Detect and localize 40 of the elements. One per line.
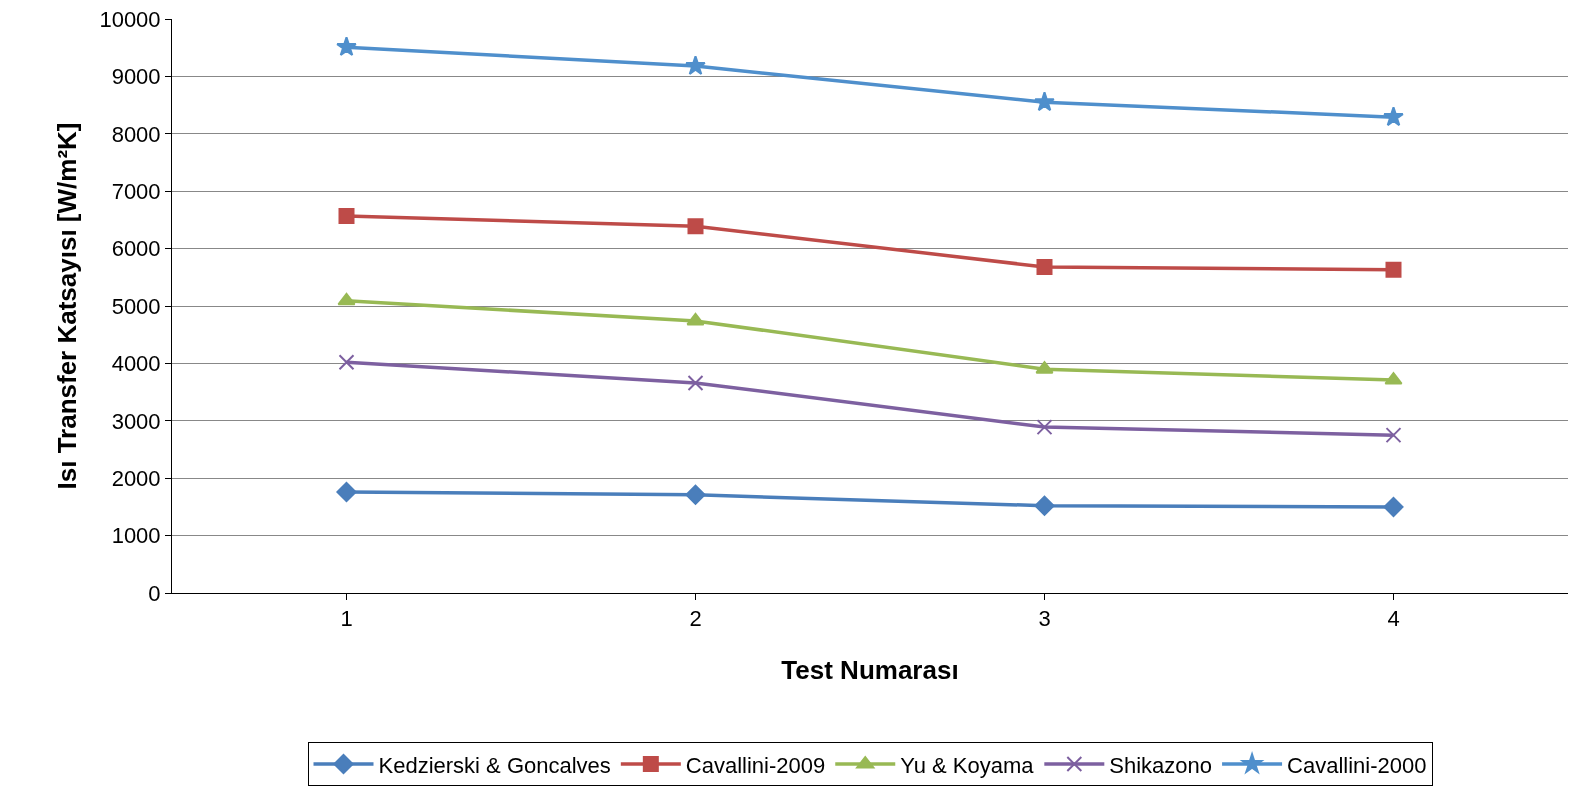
y-tick-label: 4000 (111, 351, 161, 377)
y-tick-label: 5000 (111, 293, 161, 319)
point (336, 36, 357, 57)
y-tick-label: 7000 (111, 178, 161, 204)
y-tick-label: 8000 (111, 121, 161, 147)
point (686, 312, 705, 326)
y-tick-label: 10000 (99, 6, 161, 32)
x-tick-label: 3 (1038, 606, 1051, 632)
point (338, 354, 355, 371)
point (336, 481, 357, 503)
y-tick-label: 0 (148, 580, 161, 606)
point (1036, 258, 1053, 275)
point (1034, 495, 1055, 516)
point (685, 55, 706, 75)
point (338, 207, 355, 224)
y-tick-label: 2000 (111, 465, 161, 491)
x-tick-label: 1 (340, 606, 353, 632)
y-tick-label: 1000 (111, 523, 161, 549)
y-axis-title: Isı Transfer Katsayısı [W/m²K] (51, 122, 82, 490)
legend-label: Cavallini-2000 (1287, 752, 1427, 778)
x-axis-title: Test Numarası (781, 655, 959, 686)
y-tick-label: 3000 (111, 408, 161, 434)
point (687, 218, 704, 235)
y-tick-label: 9000 (111, 64, 161, 90)
x-tick-label: 2 (689, 606, 702, 632)
legend-label: Yu & Koyama (900, 752, 1035, 778)
point (685, 484, 706, 505)
point (337, 292, 356, 306)
point (1383, 496, 1404, 517)
x-tick-label: 4 (1387, 606, 1400, 632)
point (1385, 427, 1402, 444)
point (1383, 106, 1404, 127)
point (687, 374, 704, 391)
point (1034, 91, 1055, 112)
legend-label: Shikazono (1109, 752, 1213, 778)
point (1385, 261, 1402, 278)
point (1036, 419, 1053, 436)
legend-label: Kedzierski & Goncalves (378, 752, 611, 778)
legend-label: Cavallini-2009 (685, 752, 826, 778)
y-tick-label: 6000 (111, 236, 161, 262)
